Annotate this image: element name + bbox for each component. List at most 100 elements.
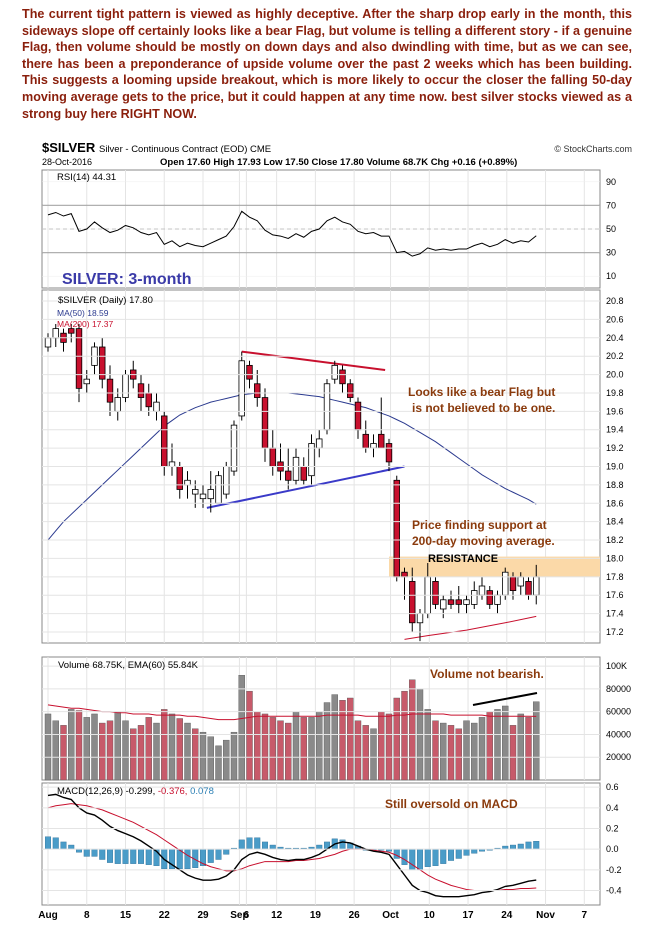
volume-tick-label: 20000 xyxy=(606,752,631,762)
macd-histogram-bar xyxy=(269,844,276,850)
rsi-line xyxy=(47,210,537,257)
volume-tick-label: 100K xyxy=(606,661,627,671)
candle-body xyxy=(168,461,176,467)
volume-bar xyxy=(362,725,369,781)
macd-histogram-bar xyxy=(510,844,517,850)
volume-bar xyxy=(207,736,214,781)
macd-histogram-bar xyxy=(409,848,416,871)
resistance-band xyxy=(389,556,600,577)
volume-bar xyxy=(300,717,307,781)
legend-ma50: MA(50) 18.59 xyxy=(57,308,109,318)
rsi-tick-label: 10 xyxy=(606,271,616,281)
candle-body xyxy=(99,346,106,380)
macd-signal-label: -0.376, xyxy=(158,786,188,797)
volume-bar xyxy=(525,717,532,781)
candle-body xyxy=(106,378,114,403)
candle-body xyxy=(44,337,52,348)
macd-tick-label: -0.4 xyxy=(606,886,622,896)
price-tick-label: 20.6 xyxy=(606,314,624,324)
candle-body xyxy=(122,374,129,398)
macd-histogram-bar xyxy=(517,843,524,850)
volume-bar xyxy=(199,731,207,781)
ma200-line xyxy=(404,615,537,640)
volume-bar xyxy=(316,711,323,781)
macd-histogram-bar xyxy=(130,848,137,864)
macd-histogram-bar xyxy=(114,848,121,864)
volume-bar xyxy=(99,722,106,781)
volume-tick-label: 80000 xyxy=(606,684,631,694)
price-tick-label: 18.8 xyxy=(606,480,624,490)
macd-histogram-bar xyxy=(440,848,447,864)
volume-bar xyxy=(223,739,230,781)
note-flag-line2: is not believed to be one. xyxy=(412,401,555,415)
candle-body xyxy=(447,599,455,605)
macd-line xyxy=(47,793,537,898)
volume-bar xyxy=(308,717,315,781)
price-tick-label: 19.2 xyxy=(606,443,624,453)
macd-histogram-bar xyxy=(68,844,75,850)
price-tick-label: 18.2 xyxy=(606,535,624,545)
volume-bar xyxy=(83,717,90,781)
volume-bar xyxy=(393,697,400,781)
macd-histogram-bar xyxy=(137,848,144,864)
macd-tick-label: 0.0 xyxy=(606,844,619,854)
x-tick-label: 6 xyxy=(244,910,250,921)
candle-body xyxy=(533,576,540,596)
candle-body xyxy=(238,360,245,417)
volume-bar xyxy=(192,728,199,781)
x-tick-label: 10 xyxy=(424,910,436,921)
candle-body xyxy=(292,456,300,481)
rsi-tick-label: 50 xyxy=(606,224,616,234)
volume-bar xyxy=(533,701,540,781)
candle-body xyxy=(83,378,90,385)
candle-body xyxy=(525,581,532,596)
macd-histogram-bar xyxy=(525,841,532,850)
candle-body xyxy=(354,401,362,431)
candle-body xyxy=(385,443,393,463)
price-tick-label: 17.6 xyxy=(606,590,624,600)
candle-body xyxy=(393,479,400,578)
note-support-line1: Price finding support at xyxy=(412,518,547,532)
candle-body xyxy=(378,433,385,449)
commentary-text: The current tight pattern is viewed as h… xyxy=(22,7,632,121)
macd-histogram-bar xyxy=(246,837,253,850)
macd-histogram-bar xyxy=(417,848,424,871)
macd-histogram-bar xyxy=(223,848,230,855)
macd-histogram-bar xyxy=(448,848,455,861)
candle-body xyxy=(471,590,478,605)
candle-body xyxy=(409,581,416,624)
volume-bar xyxy=(261,713,269,781)
x-tick-label: 15 xyxy=(120,910,132,921)
volume-bar xyxy=(471,722,478,781)
x-tick-label: 7 xyxy=(582,910,588,921)
volume-bar xyxy=(447,725,455,781)
macd-tick-label: -0.2 xyxy=(606,865,622,875)
macd-histogram-bar xyxy=(52,837,59,850)
price-overlay-title: SILVER: 3-month xyxy=(62,271,191,288)
volume-bar xyxy=(161,709,168,781)
volume-bar xyxy=(494,709,501,781)
x-tick-label: Nov xyxy=(536,910,555,921)
volume-bar xyxy=(347,697,354,781)
rsi-tick-label: 30 xyxy=(606,248,616,258)
x-tick-label: 12 xyxy=(271,910,283,921)
volume-tick-label: 40000 xyxy=(606,729,631,739)
price-tick-label: 17.8 xyxy=(606,572,624,582)
candle-body xyxy=(347,383,354,398)
candle-body xyxy=(199,493,207,500)
candle-body xyxy=(246,364,253,380)
macd-histogram-bar xyxy=(254,837,261,850)
volume-bar xyxy=(153,722,160,781)
volume-bar xyxy=(285,722,292,781)
volume-bar xyxy=(106,720,114,781)
volume-bar xyxy=(168,713,176,781)
x-tick-label: Sep xyxy=(230,910,248,921)
price-tick-label: 19.6 xyxy=(606,406,624,416)
volume-bar xyxy=(130,728,137,781)
candle-body xyxy=(308,443,315,477)
macd-histogram-bar xyxy=(176,848,183,870)
volume-bar xyxy=(254,711,261,781)
volume-label: Volume 68.75K, EMA(60) 55.84K xyxy=(58,660,199,671)
candle-body xyxy=(486,590,493,605)
volume-bar xyxy=(463,720,470,781)
